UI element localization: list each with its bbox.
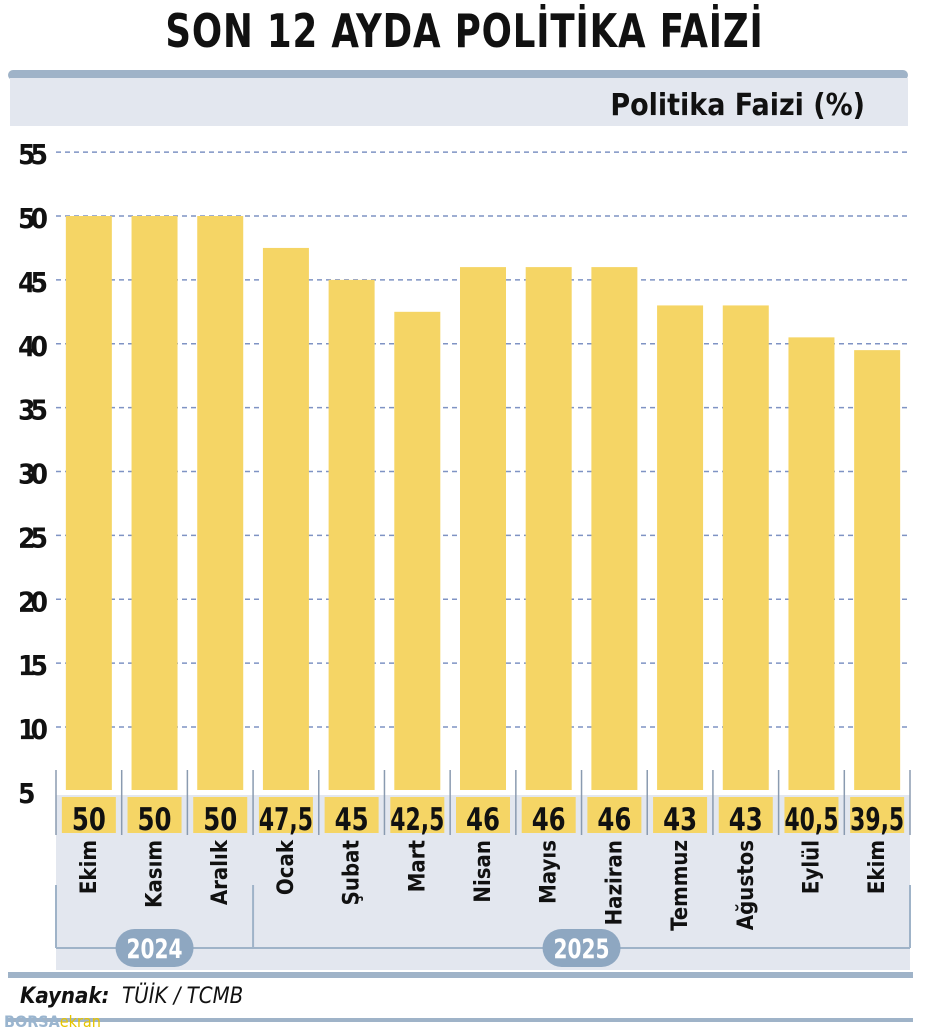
value-label-bg (258, 797, 313, 833)
value-label-bg (193, 797, 248, 833)
y-tick-label: 20 (18, 585, 48, 618)
bar-value-label: 50 (138, 802, 172, 838)
bar (328, 279, 375, 790)
bar (65, 216, 112, 790)
category-label: Ağustos (734, 840, 759, 930)
category-label: Mart (405, 839, 430, 892)
value-label-bg (390, 797, 445, 833)
bar (525, 267, 572, 791)
y-tick-label: 55 (18, 138, 48, 171)
y-tick-label: 10 (18, 713, 48, 746)
category-label: Aralık (208, 839, 233, 905)
bar (262, 247, 309, 790)
header-panel (10, 78, 908, 126)
bar (460, 267, 506, 791)
chart-title: SON 12 AYDA POLİTİKA FAİZİ (165, 4, 764, 58)
source-text: TÜİK / TCMB (122, 984, 244, 1009)
value-label-bg (718, 797, 773, 833)
y-tick-label: 40 (18, 330, 48, 363)
year-badge (115, 929, 194, 967)
bar-value-label: 43 (729, 802, 763, 838)
source-label: Kaynak: (20, 984, 110, 1009)
category-label: Temmuz (668, 840, 693, 931)
bar (591, 267, 638, 791)
bar-value-label: 50 (72, 802, 106, 838)
value-label-bg (653, 797, 708, 833)
category-label: Ekim (77, 840, 102, 894)
category-label: Ekim (865, 840, 890, 894)
y-axis-title: Politika Faizi (%) (610, 88, 865, 123)
category-label: Nisan (471, 840, 496, 903)
bar-value-label: 39,5 (850, 802, 904, 838)
y-tick-label: 50 (18, 202, 48, 235)
value-label-bg (61, 797, 116, 833)
y-tick-label: 25 (18, 521, 48, 554)
bar-value-label: 46 (532, 802, 566, 838)
bar-value-label: 42,5 (390, 802, 444, 838)
bar-value-label: 47,5 (259, 802, 313, 838)
category-label: Eylül (799, 840, 824, 894)
y-tick-label: 30 (18, 458, 48, 491)
bar (788, 337, 835, 790)
year-label: 2025 (554, 934, 610, 965)
bar (394, 311, 441, 790)
value-label-bg (784, 797, 839, 833)
y-tick-label: 45 (18, 266, 48, 299)
category-label: Haziran (602, 840, 627, 925)
category-label: Ocak (274, 839, 299, 895)
y-tick-label: 5 (18, 777, 36, 810)
value-label-bg (127, 797, 182, 833)
source-note: Kaynak: TÜİK / TCMB (20, 984, 243, 1009)
bar-value-label: 40,5 (784, 802, 838, 838)
bar-value-label: 45 (335, 802, 369, 838)
bottom-frame-bar (8, 972, 913, 978)
bar-value-label: 46 (466, 802, 500, 838)
bar (197, 216, 244, 790)
category-label: Kasım (143, 840, 168, 908)
top-frame-bar (8, 70, 908, 80)
value-label-bg (587, 797, 642, 833)
y-tick-label: 35 (18, 394, 48, 427)
bar (854, 350, 901, 790)
year-badge (542, 929, 621, 967)
bar (131, 216, 178, 790)
bar (657, 305, 704, 790)
bar-value-label: 46 (597, 802, 631, 838)
year-label: 2024 (127, 934, 183, 965)
category-label: Şubat (340, 839, 365, 905)
category-label: Mayıs (537, 840, 562, 904)
footer-line (8, 1018, 913, 1022)
y-tick-label: 15 (18, 649, 48, 682)
value-label-bg (456, 797, 510, 833)
brand-logo: BORSAekran (4, 1012, 101, 1031)
bar-value-label: 43 (663, 802, 697, 838)
value-label-bg (850, 797, 905, 833)
value-label-bg (324, 797, 379, 833)
bar (722, 305, 769, 790)
value-label-bg (521, 797, 576, 833)
bar-value-label: 50 (203, 802, 237, 838)
